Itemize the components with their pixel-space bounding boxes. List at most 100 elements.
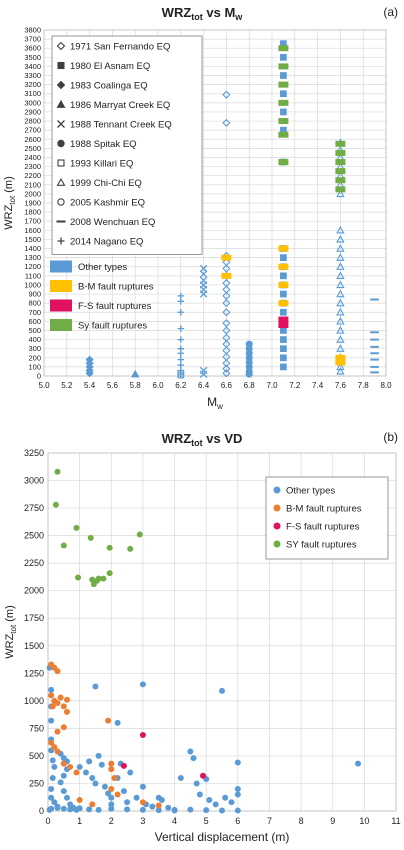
chart-a-legend-marker xyxy=(56,99,66,108)
chart-b-point xyxy=(48,692,55,699)
chart-b-xtick-label: 10 xyxy=(359,816,369,826)
chart-a-ytick-label: 1000 xyxy=(24,280,41,289)
chart-b-ytick-label: 2750 xyxy=(24,503,44,513)
chart-b-point xyxy=(49,703,56,710)
chart-b-point xyxy=(92,683,99,690)
chart-a-legend-marker xyxy=(56,177,66,186)
chart-b-point xyxy=(124,799,131,806)
chart-a-point xyxy=(280,72,287,79)
chart-b-point xyxy=(108,766,115,773)
chart-a-point xyxy=(177,325,185,332)
chart-a-xlabel: Mw xyxy=(207,395,223,411)
chart-a-highlight-point xyxy=(278,316,289,323)
chart-b-point xyxy=(67,806,74,813)
chart-a-point xyxy=(336,189,345,198)
chart-a-ytick-label: 3400 xyxy=(24,62,41,71)
chart-b-point xyxy=(139,806,146,813)
chart-b-point xyxy=(106,544,113,551)
chart-a-highlight-point xyxy=(278,263,289,270)
chart-b-point xyxy=(101,783,108,790)
chart-b-ylabel: WRZtot (m) xyxy=(4,605,18,659)
chart-a-legend-swatch xyxy=(50,280,72,292)
chart-a-ytick-label: 3500 xyxy=(24,53,41,62)
chart-a-legend-swatch xyxy=(50,319,72,331)
chart-a-highlight-point xyxy=(278,99,289,106)
chart-b-point xyxy=(108,785,115,792)
chart-b-point xyxy=(106,570,113,577)
chart-a-highlight-point xyxy=(335,354,346,361)
chart-b-point xyxy=(54,668,61,675)
chart-a-point xyxy=(336,280,345,289)
chart-b-point xyxy=(49,757,56,764)
chart-a-highlight-point xyxy=(335,140,346,147)
chart-b-point xyxy=(155,802,162,809)
chart-a-highlight-point xyxy=(278,300,289,307)
chart-b-point xyxy=(193,780,200,787)
chart-a-legend-marker xyxy=(57,159,65,167)
chart-b-legend-marker xyxy=(273,522,281,530)
chart-a-point xyxy=(280,90,287,98)
chart-a-point xyxy=(280,308,287,316)
chart-a-highlight-point xyxy=(278,281,289,288)
chart-a-xtick-label: 6.8 xyxy=(244,381,256,390)
chart-b-xtick-label: 2 xyxy=(109,816,114,826)
chart-b-legend-marker xyxy=(273,486,281,494)
chart-a-legend-label: 2008 Wenchuan EQ xyxy=(70,217,155,228)
chart-b-point xyxy=(67,763,74,770)
chart-a-xtick-label: 5.0 xyxy=(38,381,50,390)
chart-b-title: WRZtot vs VD xyxy=(162,431,243,448)
chart-b-point xyxy=(89,774,96,781)
chart-b-point xyxy=(51,799,58,806)
chart-a-xtick-label: 7.6 xyxy=(335,381,347,390)
chart-a-point xyxy=(222,364,231,373)
chart-a-ytick-label: 1300 xyxy=(24,253,41,262)
chart-a-point xyxy=(336,225,345,234)
chart-b-point xyxy=(114,791,121,798)
chart-b-point xyxy=(100,575,107,582)
chart-a-point xyxy=(177,349,185,357)
chart-a-ytick-label: 3700 xyxy=(24,35,41,44)
chart-a-ytick-label: 700 xyxy=(28,308,41,317)
chart-a-point xyxy=(280,272,287,280)
chart-a-xtick-label: 7.0 xyxy=(266,381,278,390)
chart-b-point xyxy=(120,762,127,769)
chart-a-point xyxy=(336,316,345,325)
chart-a-ytick-label: 3000 xyxy=(24,98,41,107)
chart-b-point xyxy=(89,801,96,808)
chart-a-legend-label: 2005 Kashmir EQ xyxy=(70,198,145,209)
chart-a-point xyxy=(222,118,231,127)
chart-b-legend-label: F-S fault ruptures xyxy=(286,522,360,533)
chart-a-legend-marker xyxy=(57,198,65,206)
chart-a-point xyxy=(85,369,94,378)
chart-a-point xyxy=(336,289,345,298)
chart-b-xtick-label: 4 xyxy=(172,816,177,826)
chart-a-xtick-label: 7.2 xyxy=(289,381,301,390)
chart-a-legend-marker xyxy=(57,120,65,128)
chart-a-point xyxy=(336,253,345,261)
chart-b-point xyxy=(48,785,55,792)
chart-b-point xyxy=(87,534,94,541)
chart-a-ytick-label: 3600 xyxy=(24,44,41,53)
chart-a-ytick-label: 1900 xyxy=(24,199,41,208)
chart-b-legend-marker xyxy=(273,504,281,512)
chart-b-point xyxy=(206,796,213,803)
chart-a-point xyxy=(177,336,185,343)
chart-a-highlight-point xyxy=(278,159,289,166)
chart-a-point xyxy=(336,262,345,270)
chart-a-ytick-label: 3200 xyxy=(24,80,41,89)
chart-b-ytick-label: 3250 xyxy=(24,448,44,458)
chart-a-highlight-point xyxy=(278,45,289,52)
chart-a-point xyxy=(280,345,287,353)
chart-b-point xyxy=(48,739,55,746)
chart-a-point xyxy=(222,369,231,378)
chart-a-svg: WRZtot vs Mw (a) 0100200300400500600700800… xyxy=(3,5,398,411)
chart-a-highlight-point xyxy=(335,177,346,184)
chart-b-legend-label: SY fault ruptures xyxy=(286,540,357,551)
chart-b-legend-label: B-M fault ruptures xyxy=(286,504,362,515)
chart-b-ytick-label: 750 xyxy=(29,723,44,733)
chart-a-legend-label: 1980 El Asnam EQ xyxy=(70,61,150,72)
chart-a-legend-marker xyxy=(57,61,65,70)
chart-b-point xyxy=(51,744,58,751)
chart-b-ytick-label: 1000 xyxy=(24,696,44,706)
chart-a-highlight-point xyxy=(335,186,346,193)
